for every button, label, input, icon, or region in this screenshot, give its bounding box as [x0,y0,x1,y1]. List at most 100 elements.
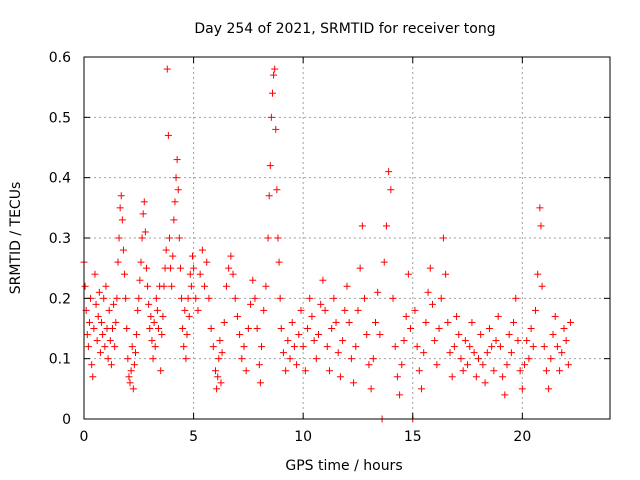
data-point [529,343,537,351]
data-point [336,373,344,381]
data-point [179,325,187,332]
data-point [461,337,469,345]
data-point [175,234,183,242]
data-point [466,343,474,351]
data-point [124,355,132,363]
data-point [116,204,124,212]
data-point [332,318,340,326]
data-point [192,294,200,302]
data-point [122,294,130,302]
data-point [413,343,421,351]
data-point [92,300,100,308]
data-point [81,282,89,290]
data-point [347,355,355,363]
data-point [126,379,134,387]
data-point [172,174,180,182]
data-point [128,343,136,351]
data-point [216,337,224,345]
data-point [422,318,430,326]
data-point [369,355,377,363]
data-point [118,216,126,224]
data-point [217,379,225,387]
data-point [499,373,507,381]
data-point [96,349,104,357]
data-point [127,367,135,375]
data-point [144,282,152,290]
data-point [107,361,115,369]
data-point [507,349,515,357]
data-point [453,312,461,320]
data-point [556,367,564,375]
data-point [505,331,513,339]
data-point [470,349,478,357]
data-point [137,258,145,266]
data-point [201,282,209,290]
data-point [319,276,327,284]
data-point [256,379,264,387]
data-point [343,282,351,290]
data-point [188,252,196,260]
data-point [114,258,122,266]
data-point [560,325,568,332]
data-point [205,294,213,302]
x-axis-label: GPS time / hours [285,458,402,474]
data-point [510,318,518,326]
data-point [284,337,292,345]
data-point [130,361,138,369]
data-point [562,337,570,345]
data-point [534,270,542,278]
data-point [361,294,369,302]
data-point [262,282,270,290]
data-point [139,210,147,218]
data-point [420,349,428,357]
data-point [196,270,204,278]
data-point [494,312,502,320]
x-tick-label: 20 [513,429,531,445]
axis-ticks: 0 0.1 0.2 0.3 0.4 0.5 0.6 0 5 10 15 20 [49,50,610,445]
data-point [198,246,206,254]
data-point [164,131,172,139]
data-point [271,65,279,73]
data-point [363,331,371,339]
data-point [354,306,362,314]
data-point [455,331,463,339]
data-point [426,264,434,272]
data-point [119,246,127,254]
data-point [389,294,397,302]
data-point [391,343,399,351]
data-point [251,294,259,302]
data-point [225,264,233,272]
data-point [496,343,504,351]
data-point [134,306,142,314]
data-point [100,294,108,302]
data-point [518,385,526,393]
data-point [83,331,91,339]
data-point [380,258,388,266]
data-point [407,325,415,332]
data-point [323,343,331,351]
x-tick-label: 10 [294,429,312,445]
data-point [492,337,500,345]
data-point [475,355,482,363]
data-point [88,361,96,369]
data-point [163,65,171,73]
data-point [277,325,285,332]
plot-frame [83,56,611,420]
data-point [255,361,263,369]
data-point [272,125,280,133]
data-point [536,204,544,212]
data-point [84,343,92,351]
data-point [121,270,129,278]
data-point [472,373,480,381]
data-point [159,312,167,320]
y-tick-label: 0.2 [49,291,71,307]
data-point [325,367,333,375]
data-point [276,294,284,302]
data-point [176,264,184,272]
data-point [213,385,221,393]
data-point [428,300,436,308]
data-point [190,264,198,272]
data-point [229,270,237,278]
data-point [181,306,189,314]
data-point [194,306,202,314]
